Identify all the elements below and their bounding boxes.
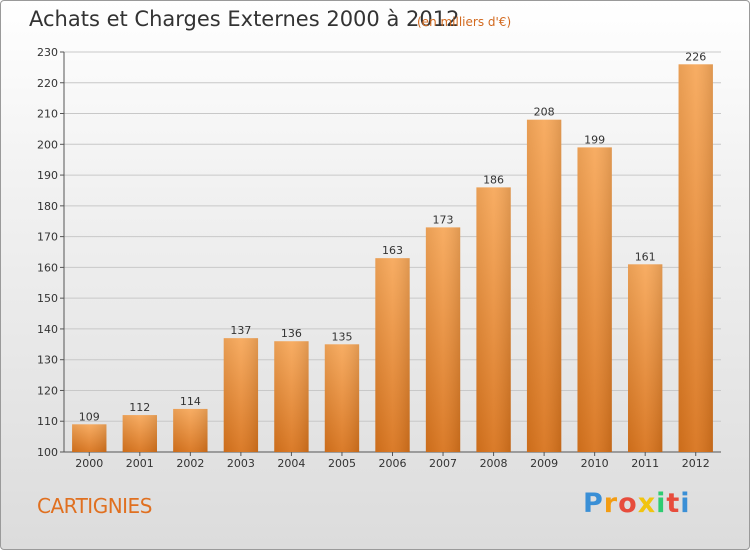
y-tick-label: 120 [37,384,58,397]
data-label: 208 [534,106,555,119]
y-tick-label: 200 [37,138,58,151]
y-tick-label: 230 [37,46,58,59]
y-tick-label: 100 [37,446,58,459]
bar-shade [628,264,663,452]
data-label: 163 [382,244,403,257]
x-tick-label: 2005 [328,457,356,470]
bar-shade [476,187,511,452]
x-tick-label: 2001 [126,457,154,470]
data-label: 226 [685,50,706,63]
x-tick-label: 2007 [429,457,457,470]
data-label: 173 [433,213,454,226]
x-tick-label: 2003 [227,457,255,470]
bar-shade [274,341,309,452]
y-tick-label: 210 [37,108,58,121]
x-tick-label: 2004 [277,457,305,470]
bar-shade [526,119,562,452]
y-tick-label: 220 [37,77,58,90]
data-label: 135 [331,330,352,343]
bar-shade [577,147,612,452]
y-tick-label: 180 [37,200,58,213]
data-label: 136 [281,327,302,340]
proxiti-logo: Proxiti [583,488,691,519]
bar-shade [122,415,157,452]
bar-shade [678,64,713,453]
bar-shade [425,227,461,452]
y-tick-label: 110 [37,415,58,428]
logo-letter: t [666,488,681,519]
logo-letter: r [603,488,619,519]
logo-letter: x [637,488,657,519]
y-tick-label: 160 [37,261,58,274]
x-tick-label: 2012 [682,457,710,470]
data-labels: 109 112 114 137 136 135 163 173 186 208 199 161 226 [79,50,706,423]
bar-shade [173,408,208,452]
x-tick-label: 2010 [581,457,609,470]
logo-letter: P [583,488,604,519]
x-tick-label: 2006 [379,457,407,470]
chart-title: Achats et Charges Externes 2000 à 2012 [29,7,460,31]
y-tick-label: 140 [37,323,58,336]
data-label: 112 [129,401,150,414]
y-tick-label: 150 [37,292,58,305]
x-tick-label: 2011 [631,457,659,470]
data-label: 114 [180,395,201,408]
bar-shade [72,424,107,452]
x-tick-label: 2008 [480,457,508,470]
y-tick-label: 190 [37,169,58,182]
logo-letter: o [618,488,638,519]
x-tick-label: 2009 [530,457,558,470]
bars [72,64,713,453]
x-tick-label: 2002 [176,457,204,470]
data-label: 137 [230,324,251,337]
y-tick-label: 170 [37,231,58,244]
y-tick-labels: 100 110 120 130 140 150 160 170 180 190 200 210 220 2… [37,46,58,459]
bar-shade [375,258,410,452]
logo-letter: i [656,488,667,519]
x-tick-labels: 2000 2001 2002 2003 2004 2005 2006 2007 2008 2009… [75,457,709,470]
bar-shade [223,338,259,452]
x-tick-label: 2000 [75,457,103,470]
data-label: 186 [483,173,504,186]
logo-letter: i [680,488,691,519]
bar-shade [324,344,360,452]
y-tick-label: 130 [37,354,58,367]
data-label: 161 [635,250,656,263]
data-label: 109 [79,410,100,423]
chart-subtitle: (en milliers d'€) [417,15,512,29]
commune-name: CARTIGNIES [37,494,152,518]
data-label: 199 [584,133,605,146]
